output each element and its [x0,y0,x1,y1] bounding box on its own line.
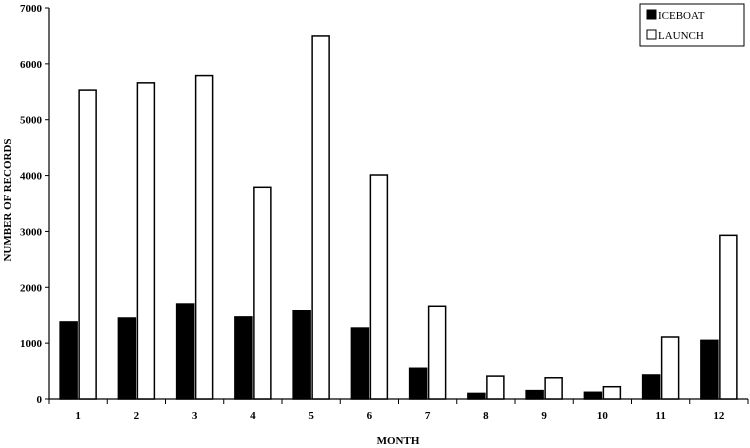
x-tick-label: 4 [250,410,256,422]
y-tick-label: 2000 [20,282,43,294]
x-tick-label: 2 [134,410,140,422]
y-tick-label: 0 [37,394,43,406]
bar-launch-month-11 [660,336,680,400]
bar-launch-month-10 [602,385,622,400]
bars [59,35,738,400]
bar-iceboat-month-8 [467,392,486,400]
x-axis-title: MONTH [377,435,420,447]
bar-launch-month-3 [194,74,214,400]
bar-iceboat-month-5 [292,309,311,400]
bar-iceboat-month-11 [641,374,661,400]
y-axis: 0 1000 2000 3000 4000 5000 6000 7000 [20,3,50,406]
x-tick-label: 5 [308,410,314,422]
x-tick-label: 1 [75,410,81,422]
bar-launch-month-12 [719,234,738,400]
bar-launch-month-8 [486,375,505,400]
y-tick-label: 1000 [20,338,43,350]
legend-swatch-launch [646,29,657,40]
legend-box [639,3,745,47]
y-tick-label: 7000 [20,3,43,15]
x-axis: 1 2 3 4 5 6 7 8 9 10 11 12 [48,398,749,422]
bar-iceboat-month-2 [117,317,137,400]
x-tick-label: 8 [483,410,489,422]
bar-iceboat-month-7 [408,367,428,400]
bar-launch-month-7 [427,305,447,400]
y-tick-label: 3000 [20,226,43,238]
x-tick-label: 12 [713,410,725,422]
bar-launch-month-1 [78,89,97,400]
legend-swatch-iceboat [646,9,657,20]
x-tick-label: 3 [192,410,198,422]
y-tick-label: 4000 [20,171,43,183]
bar-iceboat-month-6 [350,327,370,400]
bar-iceboat-month-3 [175,303,195,400]
x-tick-label: 11 [655,410,665,422]
bar-launch-month-6 [369,174,389,400]
y-tick-label: 6000 [20,59,43,71]
x-tick-label: 6 [367,410,373,422]
y-axis-title: NUMBER OF RECORDS [2,138,14,261]
legend-label-iceboat: ICEBOAT [658,10,705,22]
bar-launch-month-4 [253,186,272,400]
bar-launch-month-5 [311,35,330,400]
y-tick-label: 5000 [20,115,43,127]
bar-iceboat-month-10 [583,391,603,400]
legend: ICEBOAT LAUNCH [639,3,745,47]
x-tick-label: 10 [597,410,609,422]
x-tick-label: 9 [541,410,547,422]
legend-label-launch: LAUNCH [658,30,704,42]
bar-launch-month-2 [136,82,156,400]
bar-iceboat-month-12 [700,339,719,400]
x-tick-label: 7 [425,410,431,422]
bar-iceboat-month-9 [525,389,544,400]
bar-iceboat-month-1 [59,321,78,400]
bar-launch-month-9 [544,377,563,400]
bar-iceboat-month-4 [234,316,253,400]
